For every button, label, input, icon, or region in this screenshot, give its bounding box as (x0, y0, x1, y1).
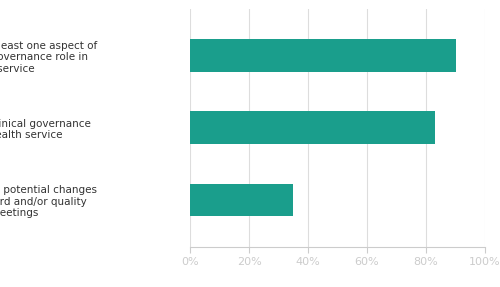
Bar (190, 39, 456, 72)
Bar (190, 111, 435, 144)
Bar (190, 184, 293, 216)
